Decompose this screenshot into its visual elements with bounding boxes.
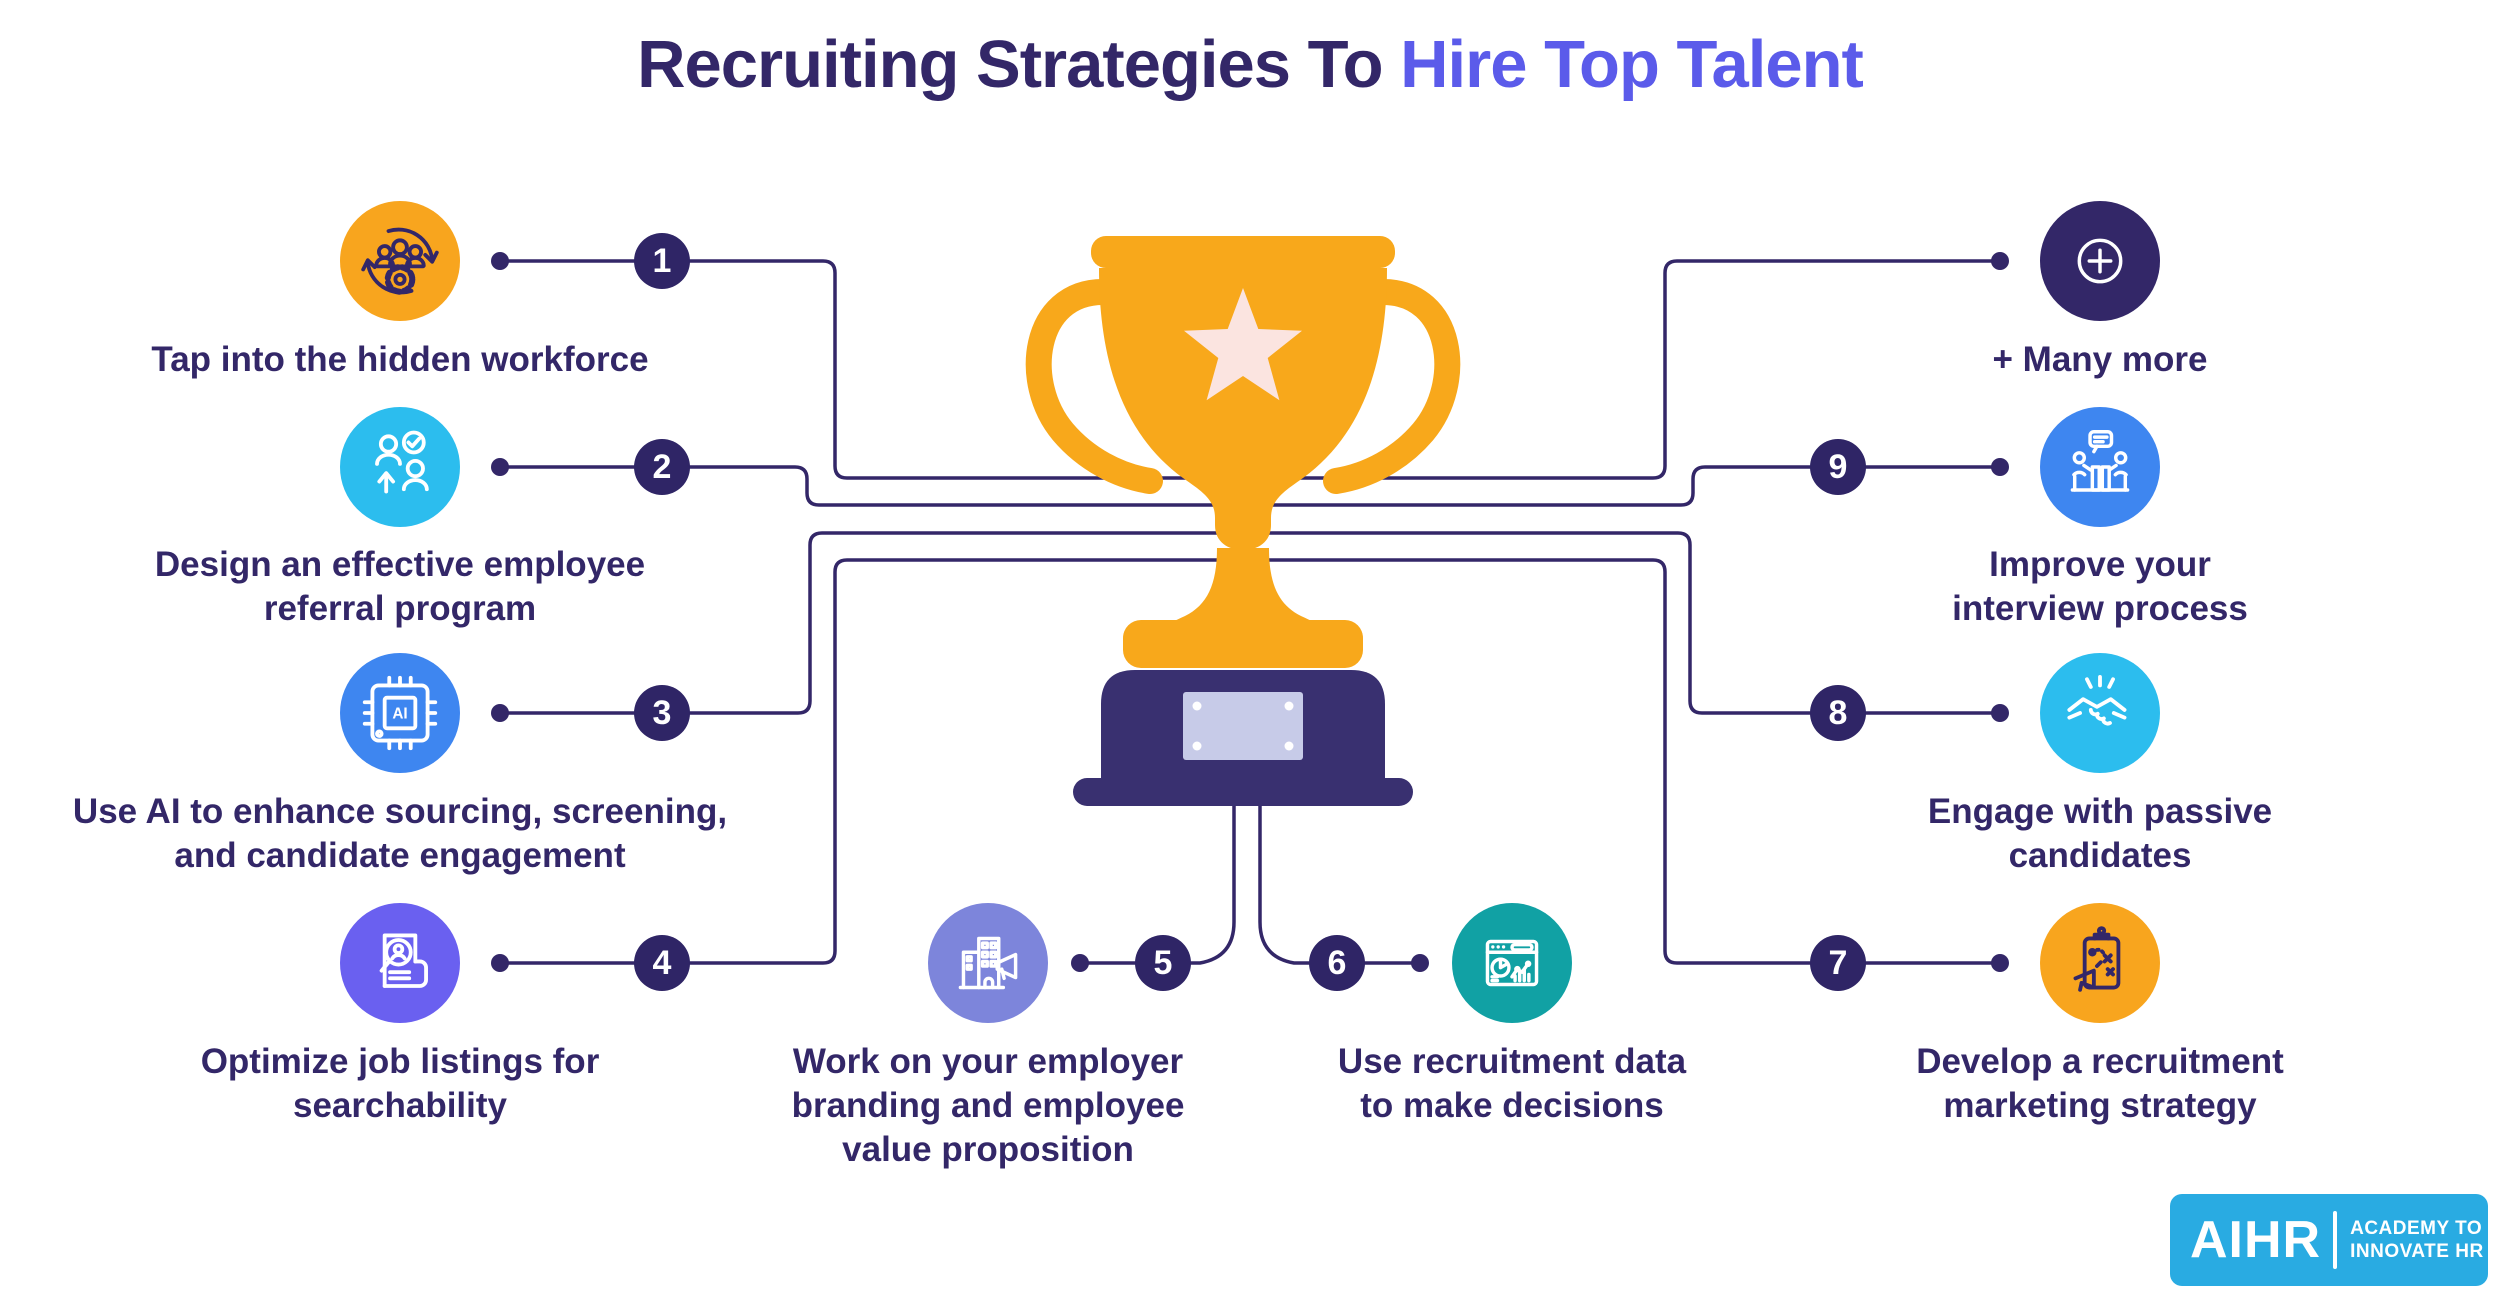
item-1-icon-circle [340,201,460,321]
ai-chip-icon: AI [362,675,438,751]
item-5-label: Work on your employer branding and emplo… [791,1042,1185,1169]
recruitment-data-icon [1485,939,1539,987]
item-5-number-badge: 5 [1135,935,1191,991]
item-8-label: Engage with passive candidates [1927,792,2273,875]
item-1-number: 1 [652,241,672,280]
many-more-label: + Many more [1992,340,2208,379]
item-2-icon-circle [340,407,460,527]
employee-referral-icon [375,430,429,494]
item-2-number: 2 [652,447,672,486]
item-6-icon-circle [1452,903,1572,1023]
item-9-number: 9 [1828,447,1848,486]
item-6-number: 6 [1327,943,1347,982]
item-9-label: Improve your interview process [1952,545,2248,628]
svg-text:AI: AI [392,705,407,722]
item-3-label: Use AI to enhance sourcing, screening, a… [72,792,728,875]
title-main-text: Recruiting Strategies To [637,27,1401,102]
connector-route-5 [1078,793,1236,965]
item-5-icon-circle [928,903,1048,1023]
job-listing-search-icon [379,933,428,988]
item-8-icon-circle [2040,653,2160,773]
item-7-number-badge: 7 [1810,935,1866,991]
people-process-cycle-icon [361,227,439,295]
item-3-icon-circle: AI [340,653,460,773]
interview-icon [2070,430,2130,492]
item-2-number-badge: 2 [634,439,690,495]
item-8-number-badge: 8 [1810,685,1866,741]
item-6-number-badge: 6 [1309,935,1365,991]
item-7-number: 7 [1828,943,1848,982]
page-title: Recruiting Strategies To Hire Top Talent [0,26,2500,103]
item-4-label: Optimize job listings for searchability [200,1042,600,1125]
item-7-icon-circle [2040,903,2160,1023]
aihr-logo: AIHR ACADEMY TO INNOVATE HR [2170,1194,2488,1286]
trophy-star [1184,288,1302,401]
item-5-number: 5 [1153,943,1173,982]
aihr-logo-brand: AIHR [2190,1211,2322,1269]
trophy-illustration [1025,236,1461,806]
recruitment-marketing-icon [2073,926,2121,992]
plus-circle-icon [2077,238,2123,284]
trophy-gold-parts [1025,236,1461,668]
item-1-label: Tap into the hidden workforce [151,340,649,379]
trophy-base [1073,670,1413,806]
item-9-icon-circle [2040,407,2160,527]
item-4-icon-circle [340,903,460,1023]
employer-branding-icon [958,936,1018,990]
item-2-label: Design an effective employee referral pr… [154,545,646,628]
item-8-number: 8 [1828,693,1848,732]
title-accent-text: Hire Top Talent [1400,27,1864,102]
item-3-number: 3 [652,693,672,732]
item-7-label: Develop a recruitment marketing strategy [1916,1042,2284,1125]
item-1-number-badge: 1 [634,233,690,289]
many-more-icon-circle [2040,201,2160,321]
item-4-number: 4 [652,943,672,982]
handshake-icon [2067,675,2127,726]
connector-route-6 [1258,793,1422,965]
item-4-number-badge: 4 [634,935,690,991]
item-9-number-badge: 9 [1810,439,1866,495]
connector-dots [491,252,2009,972]
item-6-label: Use recruitment data to make decisions [1337,1042,1687,1125]
aihr-logo-tagline: ACADEMY TO INNOVATE HR [2350,1218,2484,1262]
aihr-logo-divider [2333,1211,2338,1269]
item-3-number-badge: 3 [634,685,690,741]
